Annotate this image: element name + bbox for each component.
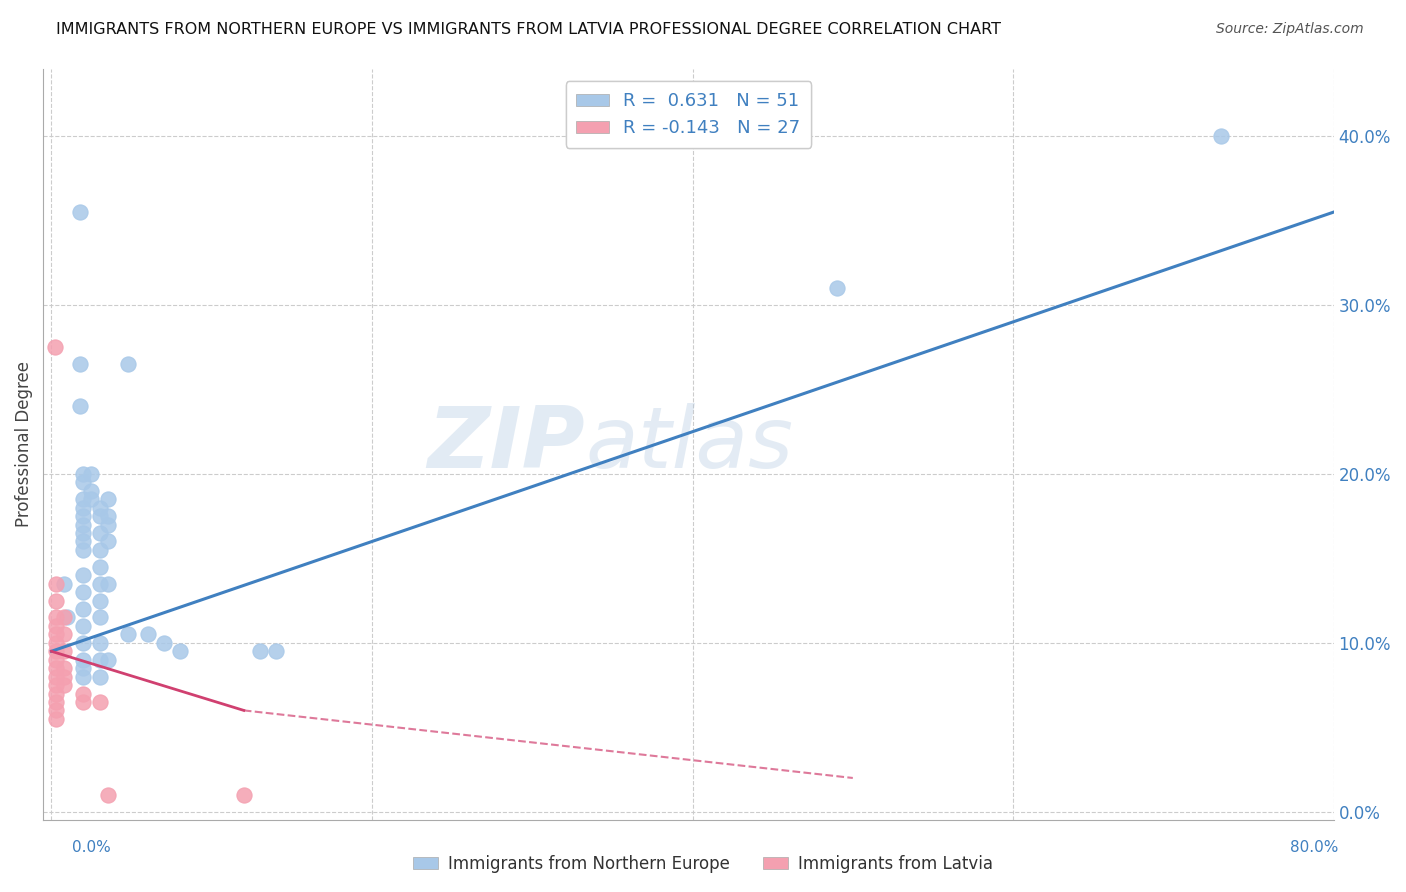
Point <box>96 653 118 667</box>
Point <box>80 492 103 507</box>
Text: 0.0%: 0.0% <box>72 840 111 855</box>
Point <box>45 695 67 709</box>
Point <box>72 500 94 515</box>
Text: IMMIGRANTS FROM NORTHERN EUROPE VS IMMIGRANTS FROM LATVIA PROFESSIONAL DEGREE CO: IMMIGRANTS FROM NORTHERN EUROPE VS IMMIG… <box>56 22 1001 37</box>
Point <box>45 610 67 624</box>
Point <box>45 678 67 692</box>
Point <box>89 636 111 650</box>
Point <box>72 661 94 675</box>
Point <box>117 627 139 641</box>
Point <box>45 703 67 717</box>
Point <box>825 281 848 295</box>
Point <box>45 627 67 641</box>
Point <box>72 670 94 684</box>
Point <box>136 627 159 641</box>
Point <box>96 509 118 524</box>
Point <box>72 526 94 541</box>
Point <box>72 509 94 524</box>
Point <box>96 534 118 549</box>
Point <box>69 205 91 219</box>
Point <box>45 661 67 675</box>
Text: atlas: atlas <box>585 403 793 486</box>
Point <box>45 619 67 633</box>
Point <box>89 509 111 524</box>
Point <box>96 788 118 802</box>
Point <box>152 636 174 650</box>
Point <box>80 467 103 481</box>
Point <box>96 517 118 532</box>
Point <box>89 695 111 709</box>
Point <box>117 357 139 371</box>
Point <box>53 670 76 684</box>
Point <box>72 686 94 700</box>
Point <box>89 576 111 591</box>
Legend: R =  0.631   N = 51, R = -0.143   N = 27: R = 0.631 N = 51, R = -0.143 N = 27 <box>565 81 811 148</box>
Point <box>53 627 76 641</box>
Point <box>72 475 94 490</box>
Point <box>45 644 67 658</box>
Point <box>56 610 79 624</box>
Point <box>45 670 67 684</box>
Text: Source: ZipAtlas.com: Source: ZipAtlas.com <box>1216 22 1364 37</box>
Point <box>232 788 254 802</box>
Point <box>72 585 94 599</box>
Point <box>45 653 67 667</box>
Y-axis label: Professional Degree: Professional Degree <box>15 361 32 527</box>
Text: ZIP: ZIP <box>427 403 585 486</box>
Point <box>80 483 103 498</box>
Point <box>72 534 94 549</box>
Point <box>96 576 118 591</box>
Point <box>45 712 67 726</box>
Point <box>89 543 111 558</box>
Point <box>72 602 94 616</box>
Point <box>72 636 94 650</box>
Point <box>53 678 76 692</box>
Point <box>169 644 191 658</box>
Point <box>72 492 94 507</box>
Point <box>72 653 94 667</box>
Point <box>249 644 271 658</box>
Point <box>72 543 94 558</box>
Point <box>72 695 94 709</box>
Point <box>69 400 91 414</box>
Point <box>45 576 67 591</box>
Point <box>72 619 94 633</box>
Point <box>72 517 94 532</box>
Point <box>264 644 287 658</box>
Point <box>53 576 76 591</box>
Point <box>89 500 111 515</box>
Point <box>72 467 94 481</box>
Point <box>89 559 111 574</box>
Text: 80.0%: 80.0% <box>1291 840 1339 855</box>
Point <box>96 492 118 507</box>
Point <box>89 670 111 684</box>
Point <box>45 636 67 650</box>
Point <box>89 653 111 667</box>
Point <box>89 593 111 607</box>
Point <box>1211 129 1233 144</box>
Point <box>45 593 67 607</box>
Point <box>89 526 111 541</box>
Point <box>69 357 91 371</box>
Point <box>45 686 67 700</box>
Point <box>53 644 76 658</box>
Point <box>72 568 94 582</box>
Point <box>89 610 111 624</box>
Point <box>53 661 76 675</box>
Point <box>44 340 66 354</box>
Point <box>53 610 76 624</box>
Legend: Immigrants from Northern Europe, Immigrants from Latvia: Immigrants from Northern Europe, Immigra… <box>406 848 1000 880</box>
